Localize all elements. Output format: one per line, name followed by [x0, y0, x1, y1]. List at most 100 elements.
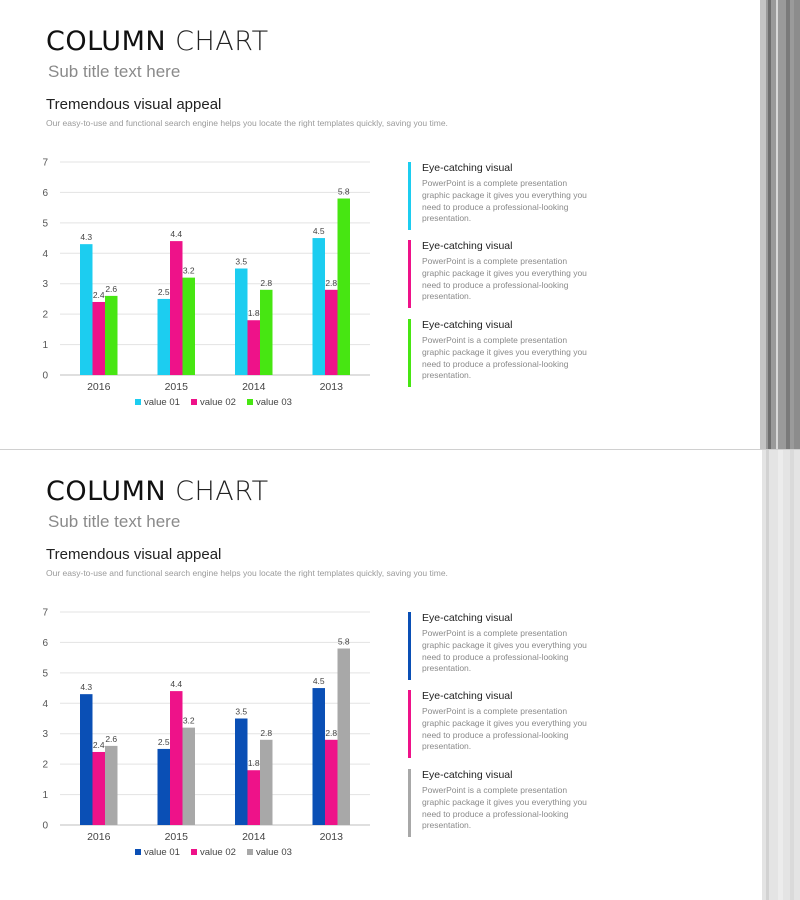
data-label: 3.5	[235, 707, 247, 717]
bar	[235, 718, 248, 825]
data-label: 4.3	[80, 232, 92, 242]
info-text: PowerPoint is a complete presentation gr…	[422, 785, 587, 831]
info-color-bar	[408, 240, 411, 308]
data-label: 3.5	[235, 257, 247, 267]
bar	[92, 301, 105, 375]
x-tick-label: 2015	[165, 381, 189, 393]
info-heading: Eye-catching visual	[422, 240, 513, 252]
bar	[182, 727, 195, 825]
legend-label: value 01	[144, 397, 180, 408]
bar	[260, 739, 273, 825]
bar	[260, 289, 273, 375]
x-tick-label: 2013	[320, 381, 344, 393]
data-label: 2.4	[93, 290, 105, 300]
legend-swatch	[135, 399, 141, 405]
y-tick-label: 4	[42, 249, 48, 260]
legend-swatch	[135, 849, 141, 855]
y-tick-label: 3	[42, 279, 48, 290]
data-label: 2.5	[158, 737, 170, 747]
x-tick-label: 2015	[165, 831, 189, 843]
data-label: 4.4	[170, 679, 182, 689]
brush-stroke-decoration	[760, 0, 800, 449]
legend-label: value 02	[200, 847, 236, 858]
bar	[182, 277, 195, 375]
data-label: 4.4	[170, 229, 182, 239]
x-tick-label: 2014	[242, 831, 266, 843]
y-tick-label: 6	[42, 638, 48, 649]
slide-2: COLUMN CHART Sub title text here Tremend…	[0, 450, 800, 900]
legend-swatch	[191, 849, 197, 855]
x-tick-label: 2013	[320, 831, 344, 843]
legend-swatch	[247, 849, 253, 855]
data-label: 1.8	[248, 758, 260, 768]
data-label: 3.2	[183, 266, 195, 276]
data-label: 2.6	[105, 284, 117, 294]
bar	[247, 770, 260, 825]
info-color-bar	[408, 769, 411, 837]
info-heading: Eye-catching visual	[422, 612, 513, 624]
y-tick-label: 0	[42, 821, 48, 832]
slide-subtitle: Sub title text here	[48, 512, 181, 531]
bar	[105, 295, 118, 375]
y-tick-label: 1	[42, 790, 48, 801]
title-light: CHART	[175, 26, 269, 57]
y-tick-label: 5	[42, 668, 48, 679]
y-tick-label: 5	[42, 218, 48, 229]
info-text: PowerPoint is a complete presentation gr…	[422, 335, 587, 381]
data-label: 4.5	[313, 226, 325, 236]
info-heading: Eye-catching visual	[422, 162, 513, 174]
bar	[312, 688, 325, 825]
legend-label: value 01	[144, 847, 180, 858]
info-color-bar	[408, 612, 411, 680]
info-color-bar	[408, 690, 411, 758]
bar	[325, 739, 338, 825]
section-text: Our easy-to-use and functional search en…	[46, 118, 448, 128]
info-heading: Eye-catching visual	[422, 319, 513, 331]
legend-swatch	[247, 399, 253, 405]
bar	[92, 751, 105, 825]
title-light: CHART	[175, 476, 269, 507]
legend-label: value 03	[256, 397, 292, 408]
bar	[337, 198, 350, 375]
data-label: 5.8	[338, 187, 350, 197]
bar	[312, 238, 325, 375]
data-label: 2.8	[260, 278, 272, 288]
y-tick-label: 7	[42, 158, 48, 169]
slide-title: COLUMN CHART	[46, 476, 269, 507]
y-tick-label: 6	[42, 188, 48, 199]
y-tick-label: 2	[42, 760, 48, 771]
bar	[325, 289, 338, 375]
y-tick-label: 0	[42, 371, 48, 382]
legend-label: value 03	[256, 847, 292, 858]
info-color-bar	[408, 162, 411, 230]
info-text: PowerPoint is a complete presentation gr…	[422, 706, 587, 752]
paint-texture-decoration	[762, 450, 800, 900]
title-bold: COLUMN	[46, 476, 167, 507]
data-label: 1.8	[248, 308, 260, 318]
bar	[337, 648, 350, 825]
info-heading: Eye-catching visual	[422, 690, 513, 702]
data-label: 2.8	[325, 728, 337, 738]
bar	[80, 694, 93, 825]
bar	[235, 268, 248, 375]
bar	[157, 298, 170, 375]
info-text: PowerPoint is a complete presentation gr…	[422, 628, 587, 674]
slide-subtitle: Sub title text here	[48, 62, 181, 81]
title-bold: COLUMN	[46, 26, 167, 57]
slide-title: COLUMN CHART	[46, 26, 269, 57]
y-tick-label: 7	[42, 608, 48, 619]
slide-1: COLUMN CHART Sub title text here Tremend…	[0, 0, 800, 450]
data-label: 2.8	[260, 728, 272, 738]
bar	[105, 745, 118, 825]
info-heading: Eye-catching visual	[422, 769, 513, 781]
y-tick-label: 4	[42, 699, 48, 710]
section-heading: Tremendous visual appeal	[46, 546, 222, 563]
data-label: 5.8	[338, 637, 350, 647]
legend-swatch	[191, 399, 197, 405]
info-text: PowerPoint is a complete presentation gr…	[422, 178, 587, 224]
legend-label: value 02	[200, 397, 236, 408]
y-tick-label: 1	[42, 340, 48, 351]
bar	[170, 691, 183, 825]
column-chart: 0 1 2 3 4 5 6 7 4.3 2.42.6 2016 2.5 4.4 3.2 2015 3.5 1.8…	[42, 608, 370, 858]
data-label: 4.3	[80, 682, 92, 692]
